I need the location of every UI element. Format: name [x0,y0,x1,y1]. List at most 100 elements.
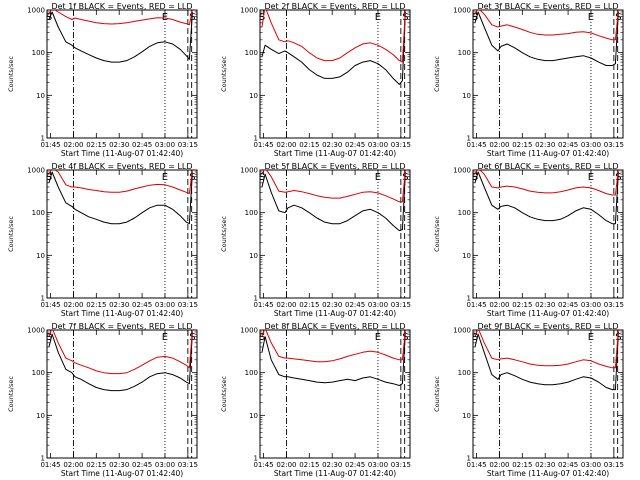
x-tick-label: 02:15 [86,141,106,149]
x-tick-label: 03:00 [155,141,175,149]
panel-title: Det 4f BLACK = Events, RED = LLD [51,162,192,171]
panel-1: Det 1f BLACK = Events, RED = LLD 1 10 100 10… [7,2,198,158]
x-tick-label: 02:00 [276,461,296,469]
y-tick-label: 10 [462,252,471,260]
panel-2: Det 2f BLACK = Events, RED = LLD 1 10 100 10… [220,2,411,158]
x-tick-label: 03:15 [604,461,624,469]
y-axis-label: Counts/sec [220,216,228,252]
x-tick-label: 03:00 [581,301,601,309]
plot-frame [472,169,624,299]
lld-series-line [474,330,619,369]
x-tick-label: 02:45 [345,461,365,469]
x-tick-label: 03:00 [155,301,175,309]
x-tick-label: 03:00 [368,461,388,469]
plot-frame [46,169,198,299]
x-tick-label: 03:15 [178,141,198,149]
start-marker-label: S [472,332,478,343]
end-marker-label: E [588,172,594,183]
x-tick-label: 03:00 [581,461,601,469]
x-tick-label: 02:00 [276,141,296,149]
y-tick-label: 1000 [240,327,258,335]
x-tick-label: 02:00 [63,301,83,309]
x-tick-label: 03:00 [581,141,601,149]
y-axis-label: Counts/sec [7,56,15,92]
x-tick-label: 02:30 [322,461,342,469]
x-tick-label: 01:45 [466,301,486,309]
x-tick-label: 02:00 [489,301,509,309]
x-tick-label: 03:15 [391,461,411,469]
y-tick-label: 1 [41,295,45,303]
panel-9: Det 9f BLACK = Events, RED = LLD 1 10 100 10… [433,322,624,478]
x-tick-label: 02:15 [299,461,319,469]
panel-title: Det 2f BLACK = Events, RED = LLD [264,2,405,11]
y-tick-label: 100 [245,369,258,377]
lld-series-line [48,330,193,375]
plot-frame [259,169,411,299]
events-series-line [474,331,619,391]
y-tick-label: 10 [249,252,258,260]
x-tick-label: 01:45 [466,141,486,149]
x-tick-label: 03:00 [368,141,388,149]
x-tick-label: 02:45 [345,301,365,309]
panel-title: Det 1f BLACK = Events, RED = LLD [51,2,192,11]
x-tick-label: 03:15 [178,461,198,469]
x-tick-label: 02:00 [276,301,296,309]
y-tick-label: 100 [458,369,471,377]
start-marker-label: S [472,12,478,23]
y-tick-label: 1 [467,135,471,143]
y-tick-label: 10 [249,412,258,420]
y-tick-label: 1000 [240,7,258,15]
x-tick-label: 01:45 [40,461,60,469]
y-tick-label: 1000 [27,167,45,175]
x-tick-label: 02:30 [322,141,342,149]
x-tick-label: 03:00 [155,461,175,469]
x-axis-label: Start Time (11-Aug-07 01:42:40) [61,149,183,158]
x-tick-label: 02:15 [86,301,106,309]
x-tick-label: 03:15 [178,301,198,309]
plot-frame [259,329,411,459]
y-axis-label: Counts/sec [7,216,15,252]
y-tick-label: 1 [254,135,258,143]
y-tick-label: 10 [462,412,471,420]
x-tick-label: 02:15 [512,301,532,309]
x-tick-label: 02:45 [132,461,152,469]
y-tick-label: 1 [254,295,258,303]
y-tick-label: 10 [249,92,258,100]
y-tick-label: 100 [32,209,45,217]
plot-frame [472,329,624,459]
x-tick-label: 02:45 [558,141,578,149]
events-series-line [48,171,193,225]
x-tick-label: 02:30 [109,461,129,469]
panel-4: Det 4f BLACK = Events, RED = LLD 1 10 100 10… [7,162,198,318]
panel-title: Det 5f BLACK = Events, RED = LLD [264,162,405,171]
x-tick-label: 02:45 [558,301,578,309]
x-tick-label: 03:15 [391,141,411,149]
x-tick-label: 01:45 [253,301,273,309]
end-marker-label: E [162,332,168,343]
events-series-line [474,11,619,66]
y-tick-label: 100 [458,209,471,217]
start-marker-label: S [259,332,265,343]
end-marker-label: E [588,332,594,343]
x-tick-label: 03:15 [604,141,624,149]
x-tick-label: 02:30 [535,461,555,469]
start-marker-label: S [472,172,478,183]
y-tick-label: 1000 [453,7,471,15]
x-axis-label: Start Time (11-Aug-07 01:42:40) [61,309,183,318]
lld-series-line [261,10,406,63]
y-tick-label: 1 [254,455,258,463]
x-tick-label: 02:30 [322,301,342,309]
x-tick-label: 02:15 [299,301,319,309]
x-tick-label: 02:45 [345,141,365,149]
y-tick-label: 1 [41,135,45,143]
x-tick-label: 03:15 [391,301,411,309]
x-axis-label: Start Time (11-Aug-07 01:42:40) [274,309,396,318]
start-marker-label: S [259,12,265,23]
x-tick-label: 02:00 [63,141,83,149]
panel-title: Det 9f BLACK = Events, RED = LLD [477,322,618,331]
y-tick-label: 100 [32,49,45,57]
events-series-line [48,331,193,392]
x-tick-label: 02:15 [512,461,532,469]
events-series-line [261,331,406,386]
x-tick-label: 02:15 [86,461,106,469]
